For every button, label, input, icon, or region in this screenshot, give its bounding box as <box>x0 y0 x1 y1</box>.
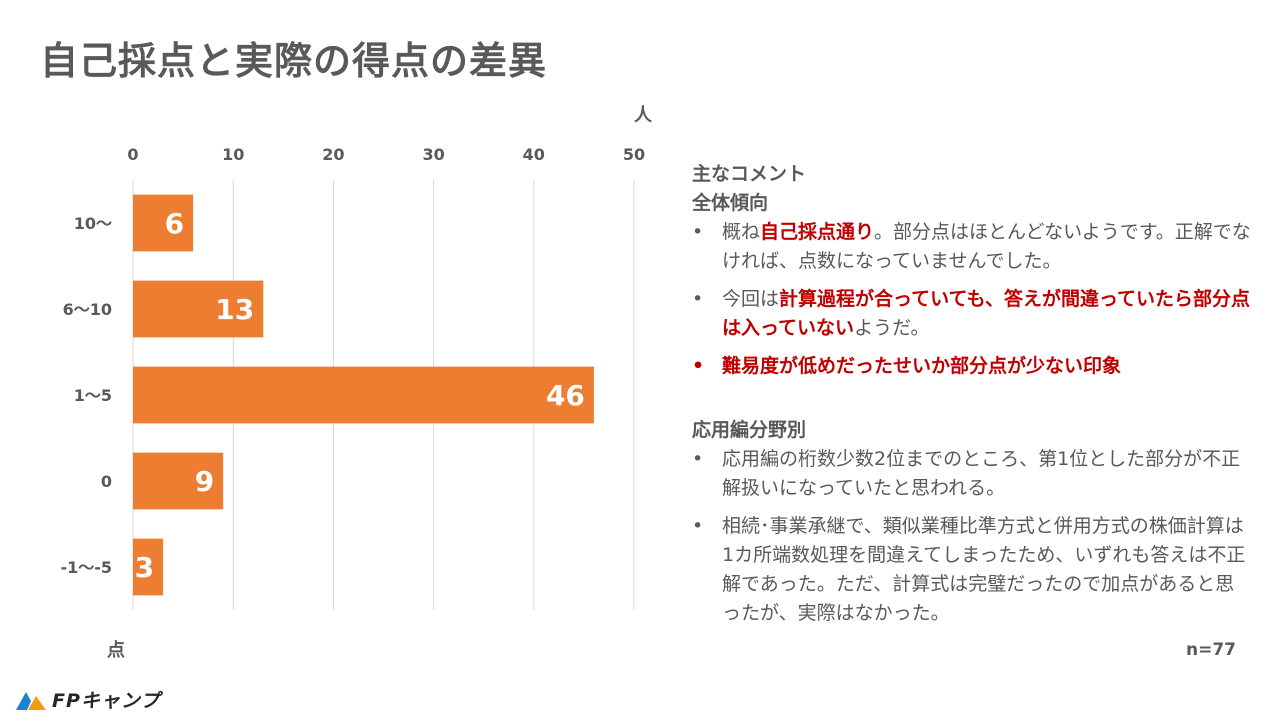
x-tick-label: 30 <box>422 145 444 164</box>
x-tick-label: 40 <box>523 145 545 164</box>
list-item: • 難易度が低めだったせいか部分点が少ない印象 <box>692 352 1252 381</box>
x-tick-label: 20 <box>322 145 344 164</box>
x-tick-label: 10 <box>222 145 244 164</box>
comments-panel: 主なコメント 全体傾向 • 概ね自己採点通り。部分点はほとんどないようです。正解… <box>692 160 1252 637</box>
applied-comment-list: • 応用編の桁数少数2位までのところ、第1位とした部分が不正解扱いになっていたと… <box>692 445 1252 628</box>
y-axis-unit-label: 点 <box>107 639 125 661</box>
logo-text: FPキャンプ <box>52 690 161 712</box>
overall-comment-list: • 概ね自己採点通り。部分点はほとんどないようです。正解でなければ、点数になって… <box>692 218 1252 381</box>
category-label: -1～-5 <box>60 558 112 577</box>
comment-text: 今回は <box>722 288 780 310</box>
bar-value-label: 3 <box>135 551 154 584</box>
section-overall-title: 全体傾向 <box>692 192 769 214</box>
chart-bars: 6 13 46 9 3 <box>133 194 594 596</box>
sample-size-label: n=77 <box>1185 640 1236 660</box>
category-label: 1～5 <box>74 386 112 405</box>
bullet-icon: • <box>692 221 704 243</box>
category-label: 0 <box>101 472 112 491</box>
category-label: 6～10 <box>63 300 112 319</box>
comments-heading: 主なコメント <box>692 163 807 185</box>
comment-text: ようだ。 <box>854 317 930 339</box>
chart-x-ticks: 0 10 20 30 40 50 <box>127 145 645 164</box>
bullet-icon: • <box>692 355 705 377</box>
bar-value-label: 6 <box>165 207 184 240</box>
bullet-icon: • <box>692 288 704 310</box>
comment-emphasis: 難易度が低めだったせいか部分点が少ない印象 <box>722 355 1122 377</box>
comment-emphasis: 自己採点通り <box>760 221 875 243</box>
x-axis-unit-label: 人 <box>634 105 653 126</box>
bar <box>133 280 264 338</box>
bar-value-label: 46 <box>546 379 585 412</box>
x-tick-label: 0 <box>127 145 138 164</box>
bar <box>133 538 164 596</box>
chart-category-labels: 10～ 6～10 1～5 0 -1～-5 <box>60 214 112 577</box>
comment-text: 応用編の桁数少数2位までのところ、第1位とした部分が不正解扱いになっていたと思わ… <box>722 448 1241 499</box>
comment-emphasis: 計算過程が合っていても、答えが間違っていたら部分点は入っていない <box>722 288 1251 339</box>
bar <box>133 366 594 424</box>
comment-text: 。部分点はほとんどないようです。正解でなければ、点数になっていませんでした。 <box>722 221 1251 272</box>
page-title: 自己採点と実際の得点の差異 <box>40 39 548 83</box>
comment-text: 概ね <box>722 221 761 243</box>
brand-logo: FPキャンプ <box>14 686 160 713</box>
x-tick-label: 50 <box>623 145 645 164</box>
section-applied-title: 応用編分野別 <box>692 419 807 441</box>
list-item: • 応用編の桁数少数2位までのところ、第1位とした部分が不正解扱いになっていたと… <box>692 445 1252 503</box>
bar-value-label: 9 <box>195 465 214 498</box>
bullet-icon: • <box>692 515 704 537</box>
fp-camp-logo-icon <box>16 691 46 710</box>
comment-text: 相続･事業承継で、類似業種比準方式と併用方式の株価計算は1カ所端数処理を間違えて… <box>722 515 1246 624</box>
list-item: • 概ね自己採点通り。部分点はほとんどないようです。正解でなければ、点数になって… <box>692 218 1252 276</box>
bar <box>133 194 194 252</box>
list-item: • 相続･事業承継で、類似業種比準方式と併用方式の株価計算は1カ所端数処理を間違… <box>692 512 1252 628</box>
bar-value-label: 13 <box>215 293 254 326</box>
bar-chart: 0 10 20 30 40 50 6 13 46 9 3 10～ 6～10 1～5 0 -1～-5 人 点 <box>60 105 653 661</box>
bar <box>133 452 224 510</box>
bullet-icon: • <box>692 448 704 470</box>
category-label: 10～ <box>74 214 112 233</box>
list-item: • 今回は計算過程が合っていても、答えが間違っていたら部分点は入っていないようだ… <box>692 285 1252 343</box>
